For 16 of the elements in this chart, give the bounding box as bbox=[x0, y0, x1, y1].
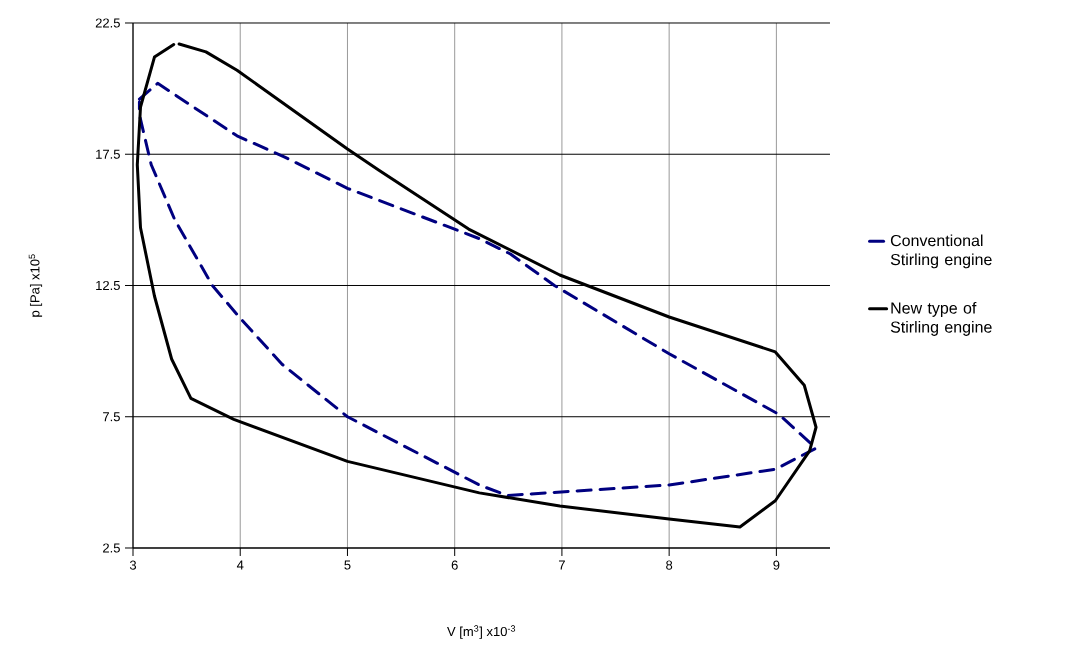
y-tick-label: 17.5 bbox=[96, 149, 120, 159]
x-tick-label: 6 bbox=[451, 560, 458, 570]
x-tick-label: 5 bbox=[344, 560, 351, 570]
x-tick-label: 7 bbox=[558, 560, 565, 570]
y-tick-label: 22.5 bbox=[95, 18, 120, 28]
x-tick-label: 8 bbox=[666, 560, 673, 570]
legend-label: Conventional Stirling engine bbox=[890, 234, 992, 269]
y-tick-label: 12.5 bbox=[96, 280, 120, 291]
x-axis-title: V [m$^{3}$] x10$^{-3}$ bbox=[447, 625, 516, 639]
y-tick-label: 2.5 bbox=[103, 543, 120, 553]
y-tick-label: 7.5 bbox=[103, 412, 120, 422]
x-tick-label: 3 bbox=[129, 560, 137, 570]
x-tick-label: 4 bbox=[236, 560, 244, 570]
y-axis-title: p [Pa] x10$^{5}$ bbox=[28, 254, 43, 317]
legend-label: New type of Stirling engine bbox=[890, 302, 992, 336]
x-tick-label: 9 bbox=[773, 560, 780, 570]
